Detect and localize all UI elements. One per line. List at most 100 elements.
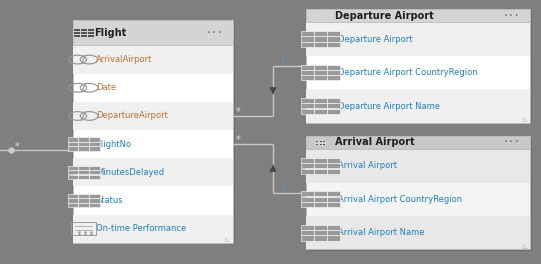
FancyBboxPatch shape xyxy=(306,9,530,123)
Bar xyxy=(89,138,100,142)
Bar xyxy=(78,198,89,203)
Bar xyxy=(319,17,322,18)
Bar xyxy=(314,168,327,174)
Text: Arrival Airport: Arrival Airport xyxy=(338,161,397,170)
Bar xyxy=(89,142,100,146)
Bar xyxy=(327,168,340,174)
Text: Departure Airport Name: Departure Airport Name xyxy=(338,102,440,111)
FancyBboxPatch shape xyxy=(73,20,233,243)
Text: ···: ··· xyxy=(503,11,520,21)
Bar xyxy=(68,175,78,179)
Bar xyxy=(89,194,100,198)
Bar xyxy=(301,191,314,196)
Bar xyxy=(301,31,314,36)
Bar xyxy=(301,36,314,41)
Bar xyxy=(301,65,314,70)
Bar xyxy=(301,168,314,174)
FancyBboxPatch shape xyxy=(306,89,530,123)
FancyBboxPatch shape xyxy=(73,45,233,74)
Bar xyxy=(68,203,78,207)
Bar xyxy=(314,70,327,75)
Bar xyxy=(322,142,326,143)
Bar xyxy=(89,147,100,151)
Bar xyxy=(327,163,340,168)
Text: ◺: ◺ xyxy=(523,116,527,121)
Bar xyxy=(78,138,89,142)
Bar xyxy=(314,235,327,241)
Bar xyxy=(301,225,314,230)
Bar xyxy=(78,166,89,170)
Bar xyxy=(327,36,340,41)
Bar xyxy=(322,17,326,18)
Bar xyxy=(78,203,89,207)
Text: Departure Airport CountryRegion: Departure Airport CountryRegion xyxy=(338,68,478,77)
FancyBboxPatch shape xyxy=(308,137,532,251)
Bar xyxy=(327,225,340,230)
Bar xyxy=(314,42,327,47)
Bar xyxy=(314,65,327,70)
Bar xyxy=(314,36,327,41)
Bar xyxy=(89,166,100,170)
FancyBboxPatch shape xyxy=(73,102,233,130)
Bar xyxy=(301,70,314,75)
Bar xyxy=(315,142,319,143)
FancyBboxPatch shape xyxy=(73,158,233,186)
Bar xyxy=(301,230,314,235)
Bar xyxy=(315,140,319,142)
FancyBboxPatch shape xyxy=(306,22,530,56)
Text: 1: 1 xyxy=(280,183,286,192)
Bar xyxy=(89,175,100,179)
Text: Date: Date xyxy=(96,83,116,92)
Bar xyxy=(301,109,314,114)
Bar xyxy=(327,98,340,103)
Bar xyxy=(327,103,340,109)
Bar xyxy=(89,203,100,207)
Bar xyxy=(80,34,87,37)
Bar xyxy=(78,142,89,146)
Text: *: * xyxy=(15,142,20,152)
Bar xyxy=(315,14,319,15)
Bar xyxy=(89,198,100,203)
Bar xyxy=(314,191,327,196)
Bar xyxy=(314,158,327,163)
Bar xyxy=(74,29,80,31)
Bar xyxy=(74,34,80,37)
Bar xyxy=(68,138,78,142)
Bar xyxy=(78,175,89,179)
Bar xyxy=(327,197,340,202)
Text: Departure Airport: Departure Airport xyxy=(338,35,413,44)
Bar xyxy=(314,197,327,202)
Bar xyxy=(314,225,327,230)
Bar xyxy=(314,98,327,103)
Bar xyxy=(322,15,326,16)
Text: Departure Airport: Departure Airport xyxy=(335,11,433,21)
Bar xyxy=(319,143,322,145)
Bar xyxy=(68,170,78,175)
Text: *: * xyxy=(236,135,241,145)
Bar xyxy=(319,142,322,143)
Bar xyxy=(301,197,314,202)
Bar xyxy=(315,15,319,16)
Bar xyxy=(322,140,326,142)
Bar xyxy=(68,194,78,198)
Text: Status: Status xyxy=(96,196,123,205)
Bar xyxy=(327,75,340,80)
Text: DepartureAirport: DepartureAirport xyxy=(96,111,168,120)
Bar xyxy=(89,170,100,175)
Text: Arrival Airport Name: Arrival Airport Name xyxy=(338,228,425,237)
Text: *: * xyxy=(236,107,241,117)
Bar xyxy=(327,31,340,36)
FancyBboxPatch shape xyxy=(73,215,233,243)
Bar xyxy=(327,191,340,196)
Text: MinutesDelayed: MinutesDelayed xyxy=(96,168,164,177)
Bar xyxy=(322,143,326,145)
Bar xyxy=(315,17,319,18)
Bar xyxy=(327,202,340,207)
Text: Arrival Airport: Arrival Airport xyxy=(335,138,414,148)
Text: ···: ··· xyxy=(503,138,520,148)
Bar xyxy=(80,29,87,31)
Bar xyxy=(314,109,327,114)
Text: Flight: Flight xyxy=(94,28,126,38)
Bar xyxy=(327,109,340,114)
Text: ◺: ◺ xyxy=(523,243,527,248)
